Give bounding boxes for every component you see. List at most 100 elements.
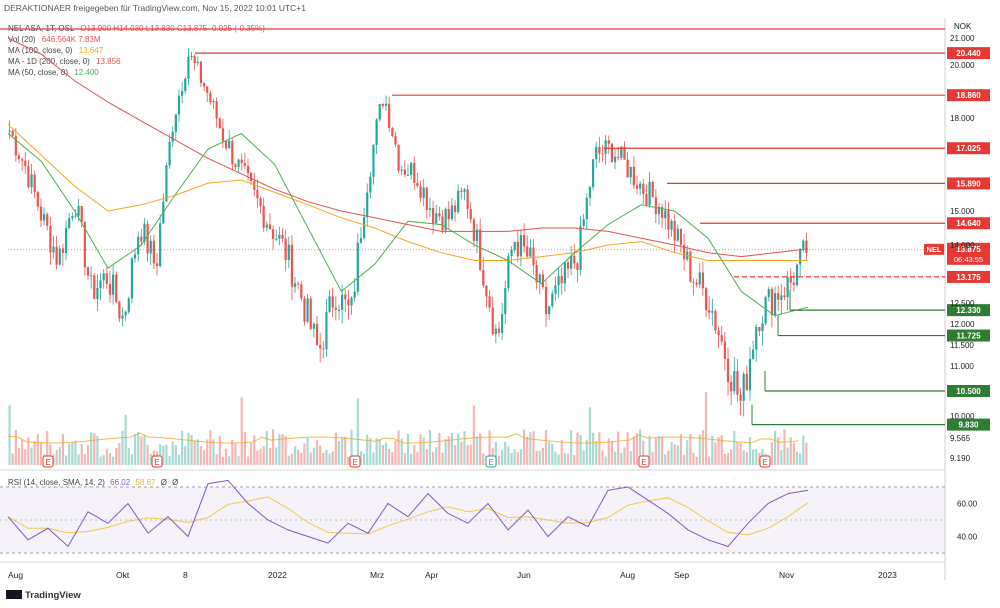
volume-bar xyxy=(406,433,410,465)
tradingview-logo[interactable]: TradingView xyxy=(6,590,81,601)
volume-bar xyxy=(548,441,551,465)
volume-bar xyxy=(49,444,52,465)
volume-bar xyxy=(717,437,720,465)
price-tick: 9.565 xyxy=(950,434,971,443)
candle-body xyxy=(143,223,146,242)
volume-bar xyxy=(350,429,353,465)
volume-bar xyxy=(394,440,397,465)
volume-bar xyxy=(570,430,573,465)
candle-body xyxy=(234,164,237,168)
volume-bar xyxy=(739,442,742,465)
moving-averages xyxy=(7,37,809,317)
volume-bar xyxy=(86,444,90,465)
volume-bar xyxy=(184,446,187,465)
time-tick: 2022 xyxy=(268,570,287,580)
candle-body xyxy=(212,100,215,103)
legend-ma50[interactable]: MA (50, close, 0) 12.400 xyxy=(8,68,99,77)
volume-bar xyxy=(33,441,36,465)
time-tick: Aug xyxy=(620,570,635,580)
level-label-bg xyxy=(947,385,990,397)
candle-body xyxy=(372,144,375,177)
candle-body xyxy=(541,274,545,288)
candle-body xyxy=(595,146,598,160)
volume-bar xyxy=(720,435,723,465)
candle-body xyxy=(441,216,444,231)
volume-bar xyxy=(11,453,14,465)
candle-body xyxy=(504,288,507,315)
volume-bar xyxy=(610,440,614,465)
volume-bar xyxy=(46,431,49,465)
volume-bar xyxy=(686,440,689,465)
candle-body xyxy=(444,208,447,231)
candle-body xyxy=(654,197,657,215)
candle-body xyxy=(77,206,80,216)
rsi-ma-value: 58.67 xyxy=(135,478,156,487)
volume-bar xyxy=(617,431,620,465)
volume-bar xyxy=(773,430,777,465)
candle-body xyxy=(733,371,736,392)
candle-body xyxy=(626,159,629,178)
earnings-marker: E xyxy=(151,455,163,468)
volume-bar xyxy=(613,451,617,465)
candle-body xyxy=(701,272,705,289)
rsi-legend[interactable]: RSI (14, close, SMA, 14, 2) 66.02 58.67 … xyxy=(8,478,178,487)
candle-body xyxy=(159,223,162,266)
volume-bar xyxy=(598,432,601,465)
candle-body xyxy=(306,298,309,322)
volume-bar xyxy=(212,439,215,465)
volume-bar xyxy=(736,441,739,465)
time-axis: Aug Okt 8 2022 Mrz Apr Jun Aug Sep Nov 2023 xyxy=(8,570,897,580)
candle-body xyxy=(184,78,187,92)
volume-bar xyxy=(522,429,526,465)
volume-bar xyxy=(372,452,375,465)
volume-bar xyxy=(68,443,71,465)
candle-body xyxy=(748,358,752,391)
volume-bar xyxy=(795,451,799,465)
legend-volume[interactable]: Vol (20) 646.564K 7.83M xyxy=(8,35,101,44)
volume-bar xyxy=(265,431,268,465)
candle-body xyxy=(428,208,432,210)
candle-body xyxy=(328,296,331,312)
candle-body xyxy=(497,328,501,333)
volume-bar xyxy=(516,452,519,465)
time-tick: Nov xyxy=(779,570,795,580)
time-tick: Sep xyxy=(674,570,689,580)
candle-body xyxy=(726,358,730,383)
volume-bar xyxy=(115,447,118,465)
candle-body xyxy=(551,293,554,307)
volume-bars xyxy=(7,391,808,465)
volume-bar xyxy=(375,438,378,465)
volume-bar xyxy=(137,432,140,465)
candle-body xyxy=(181,91,184,96)
candle-body xyxy=(30,174,33,188)
candle-body xyxy=(488,296,491,308)
candle-body xyxy=(805,240,808,253)
ma50-value: 12.400 xyxy=(74,68,99,77)
candle-body xyxy=(450,205,454,220)
legend-ma200[interactable]: MA - 1D (200, close, 0) 13.856 xyxy=(8,57,121,66)
volume-bar xyxy=(162,445,165,465)
candle-body xyxy=(472,219,475,242)
volume-bar xyxy=(61,434,65,465)
candle-body xyxy=(268,224,272,230)
volume-bar xyxy=(256,450,259,465)
volume-bar xyxy=(127,447,130,465)
currency-label: NOK xyxy=(954,22,972,31)
candle-body xyxy=(670,220,673,230)
volume-bar xyxy=(673,443,676,465)
ma200-line xyxy=(7,37,809,258)
volume-bar xyxy=(397,430,400,465)
volume-bar xyxy=(287,455,290,465)
candle-body xyxy=(786,277,789,298)
volume-bar xyxy=(504,441,507,465)
volume-bar xyxy=(488,430,491,465)
candle-body xyxy=(27,166,30,188)
candle-body xyxy=(202,82,206,87)
earnings-marker: E xyxy=(638,455,650,468)
price-tick: 11.000 xyxy=(950,362,974,371)
legend-ma100[interactable]: MA (100, close, 0) 13.647 xyxy=(8,46,103,55)
volume-bar xyxy=(96,435,99,465)
volume-bar xyxy=(551,443,554,465)
candle-body xyxy=(400,169,403,171)
